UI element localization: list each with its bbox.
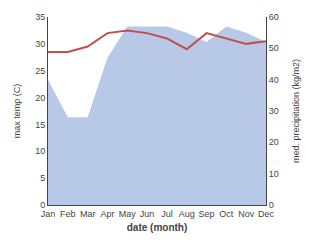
svg-text:Dec: Dec — [258, 209, 275, 219]
svg-text:10: 10 — [35, 146, 45, 156]
svg-text:Sep: Sep — [199, 209, 215, 219]
svg-text:20: 20 — [269, 137, 279, 147]
svg-text:Jan: Jan — [41, 209, 56, 219]
svg-text:Nov: Nov — [238, 209, 255, 219]
svg-text:20: 20 — [35, 93, 45, 103]
svg-text:max temp (C): max temp (C) — [12, 84, 22, 139]
svg-text:May: May — [119, 209, 137, 219]
svg-text:60: 60 — [269, 12, 279, 22]
svg-text:30: 30 — [35, 39, 45, 49]
svg-text:50: 50 — [269, 43, 279, 53]
svg-text:15: 15 — [35, 120, 45, 130]
svg-text:Jun: Jun — [140, 209, 155, 219]
svg-text:date (month): date (month) — [127, 222, 188, 233]
svg-text:0: 0 — [40, 200, 45, 210]
svg-text:Jul: Jul — [161, 209, 173, 219]
svg-text:0: 0 — [269, 200, 274, 210]
svg-text:med. precipitation (kg/m2): med. precipitation (kg/m2) — [291, 59, 301, 163]
svg-text:Oct: Oct — [219, 209, 234, 219]
svg-text:Mar: Mar — [80, 209, 96, 219]
svg-text:Aug: Aug — [179, 209, 195, 219]
svg-text:35: 35 — [35, 12, 45, 22]
svg-text:25: 25 — [35, 66, 45, 76]
svg-text:10: 10 — [269, 169, 279, 179]
svg-text:30: 30 — [269, 106, 279, 116]
svg-text:40: 40 — [269, 75, 279, 85]
svg-text:Apr: Apr — [100, 209, 114, 219]
svg-text:5: 5 — [40, 173, 45, 183]
svg-text:Feb: Feb — [60, 209, 76, 219]
